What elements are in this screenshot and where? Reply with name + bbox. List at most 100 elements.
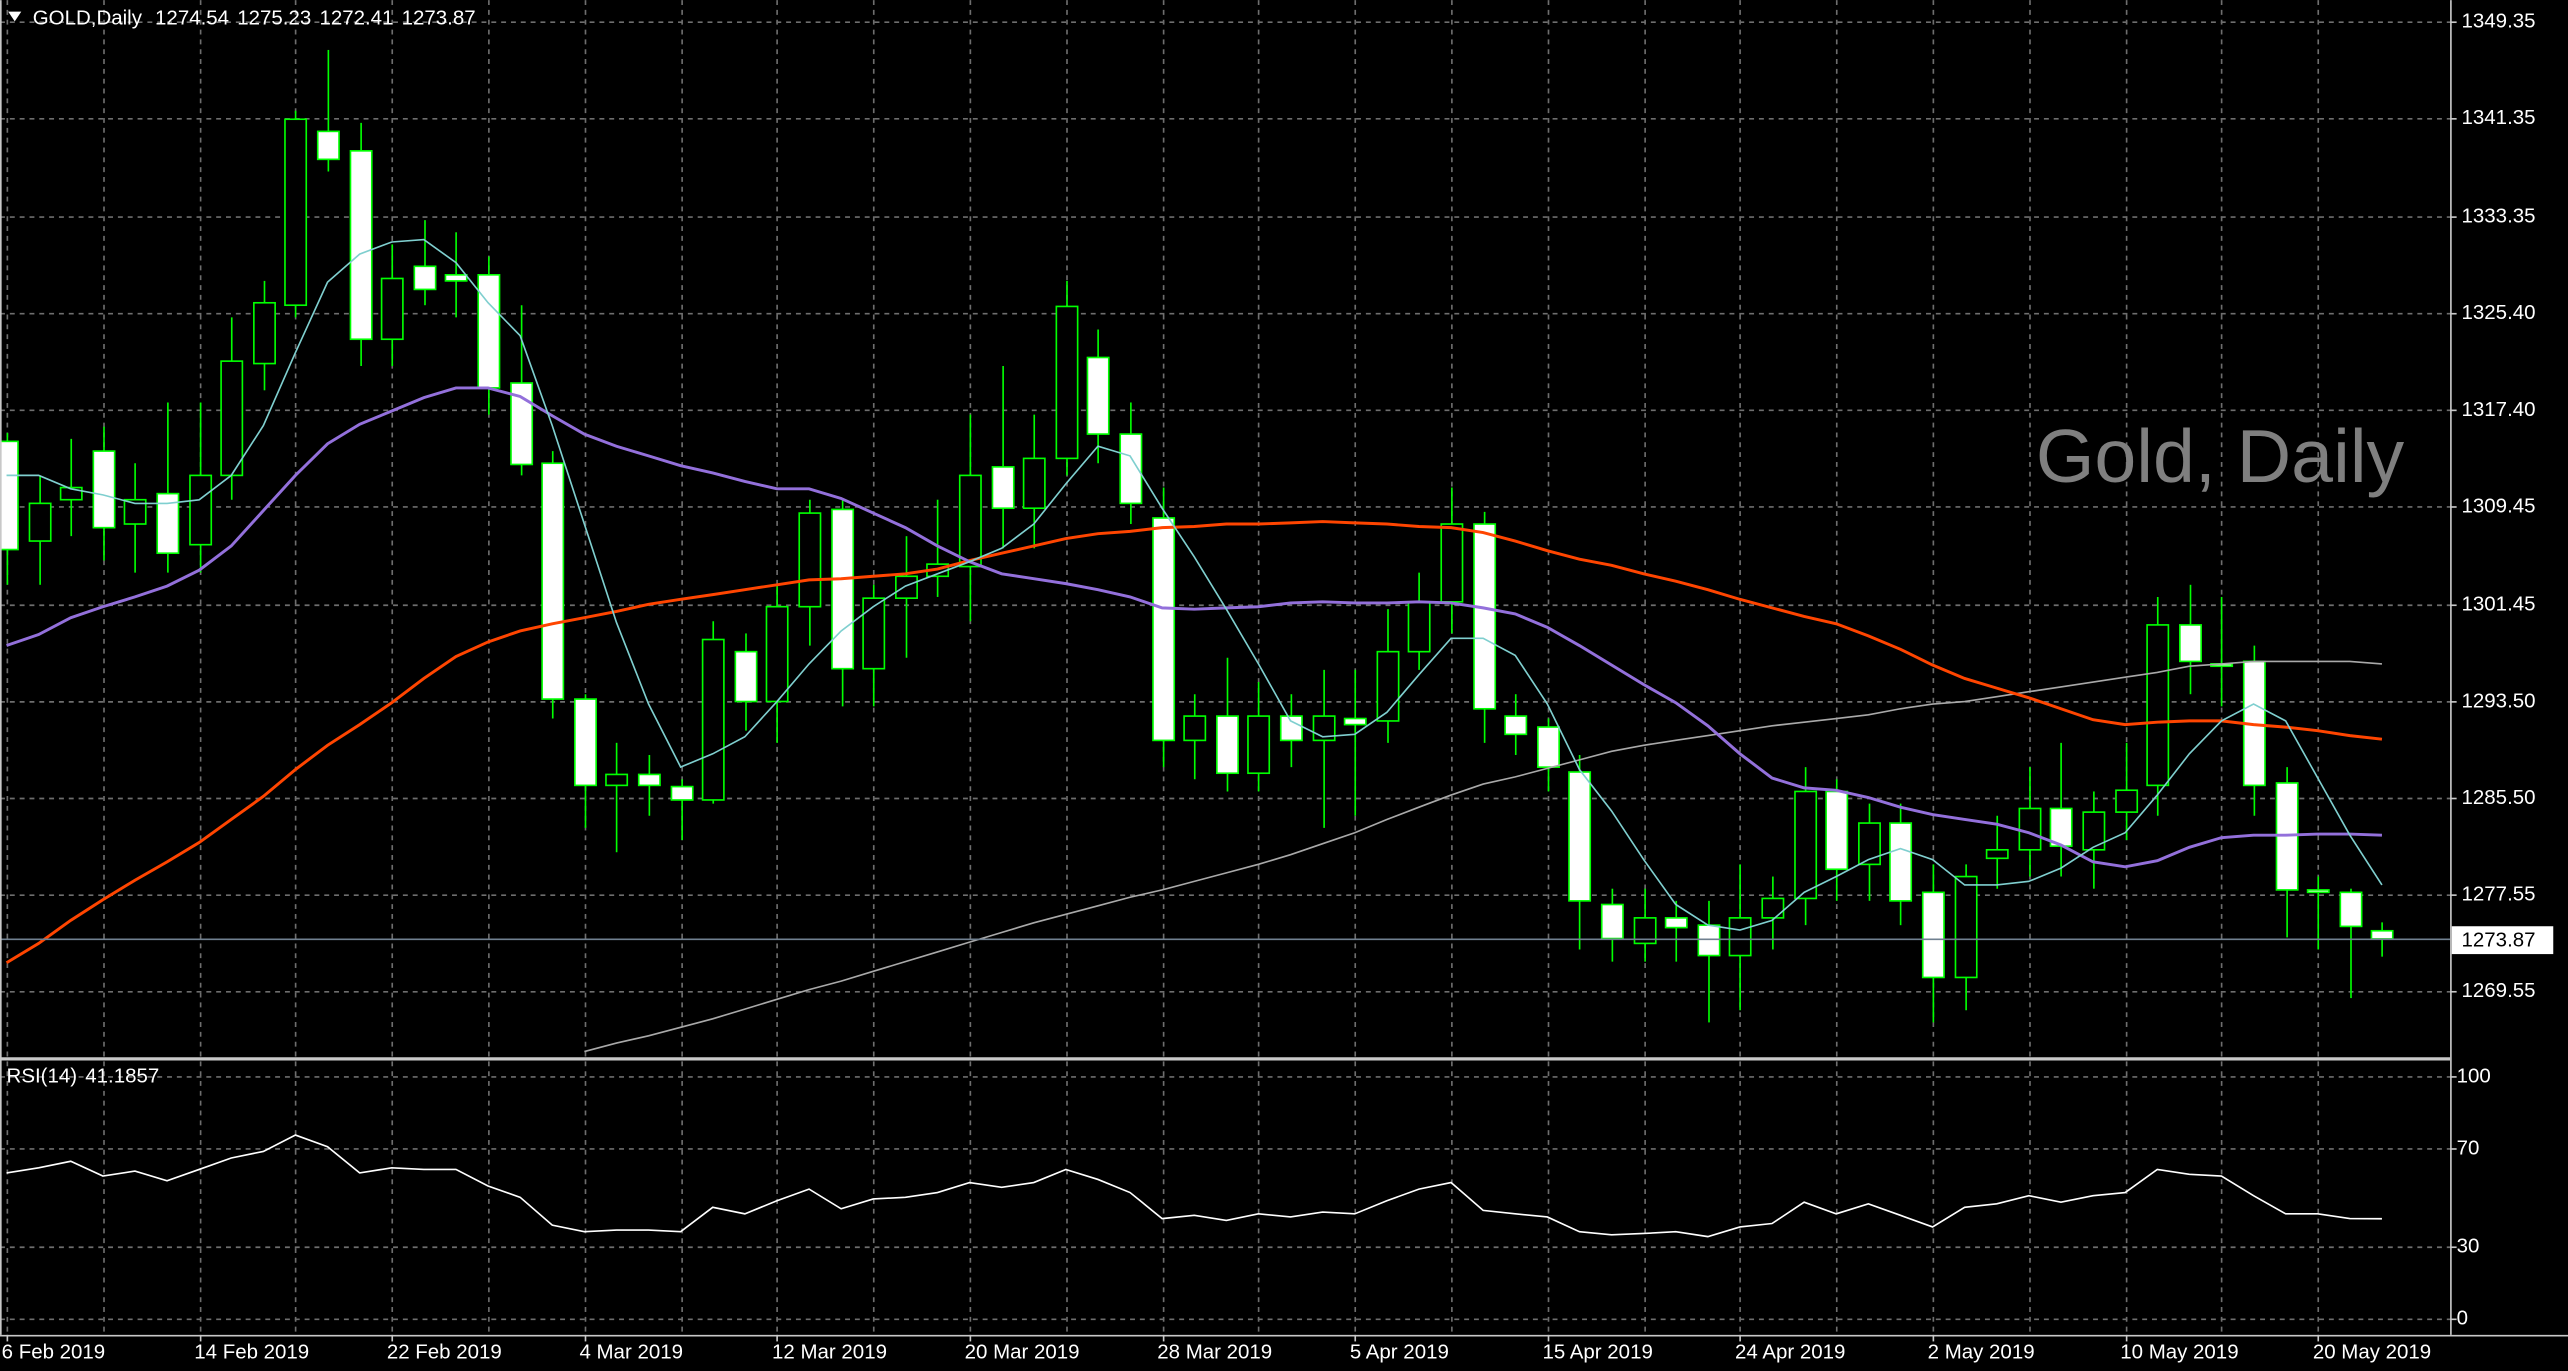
candle-body — [1022, 457, 1046, 510]
candle-body — [1761, 897, 1785, 919]
candle-body — [1633, 917, 1657, 945]
candle-body — [1183, 715, 1207, 742]
x-tick-label: 4 Mar 2019 — [579, 1340, 683, 1363]
candle-body — [605, 773, 629, 787]
indicator-label: RSI(14) — [7, 1065, 78, 1088]
candle-body — [477, 274, 501, 389]
candle-body — [510, 382, 534, 466]
x-tick-label: 20 May 2019 — [2313, 1340, 2431, 1363]
candle-body — [1440, 523, 1464, 603]
indicator-tick-label: 30 — [2457, 1235, 2480, 1258]
y-tick-label: 1317.40 — [2462, 398, 2536, 421]
x-tick-label: 15 Apr 2019 — [1542, 1340, 1652, 1363]
candle-body — [1152, 517, 1176, 742]
candle-body — [701, 638, 725, 801]
candle-body — [156, 492, 180, 555]
candle-body — [2018, 807, 2042, 851]
candle-body — [253, 301, 276, 365]
candle-body — [2339, 891, 2363, 928]
candle-body — [1343, 717, 1367, 726]
candle-body — [862, 597, 886, 670]
indicator-tick-label: 100 — [2457, 1064, 2491, 1087]
candle-body — [28, 502, 52, 542]
header-high: 1275.23 — [237, 7, 311, 30]
candle-body — [2115, 789, 2139, 813]
candle-body — [1985, 848, 2009, 860]
candle-body — [1954, 875, 1978, 979]
candle-body — [1407, 601, 1431, 653]
candle-body — [123, 498, 147, 525]
indicator-header: RSI(14) 41.1857 — [7, 1065, 160, 1088]
y-tick-label: 1301.45 — [2462, 593, 2536, 616]
candle-body — [2082, 811, 2106, 851]
candle-body — [541, 462, 565, 700]
header-low: 1272.41 — [319, 7, 393, 30]
symbol: GOLD,Daily — [33, 7, 143, 30]
x-tick-label: 6 Feb 2019 — [2, 1340, 106, 1363]
moving-average — [5, 520, 2383, 965]
x-tick-label: 5 Apr 2019 — [1350, 1340, 1449, 1363]
y-tick-label: 1269.55 — [2462, 979, 2536, 1002]
moving-average — [584, 660, 2383, 1053]
indicator-line — [6, 1134, 2382, 1238]
candle-body — [1664, 917, 1688, 929]
candle-body — [798, 512, 822, 608]
y-tick-label: 1293.50 — [2462, 689, 2536, 712]
candle-body — [1889, 822, 1913, 902]
header-close: 1273.87 — [402, 7, 476, 30]
candle-body — [1119, 433, 1143, 505]
candle-body — [2179, 624, 2202, 663]
candle-body — [670, 785, 694, 801]
candle-body — [1697, 924, 1721, 957]
candle-body — [1825, 790, 1849, 871]
candle-body — [92, 450, 116, 529]
candle-body — [413, 265, 437, 291]
price-label-box — [2451, 926, 2554, 955]
candle-body — [1279, 715, 1303, 742]
candle-body — [189, 474, 213, 546]
y-tick-label: 1277.55 — [2462, 883, 2536, 906]
header: GOLD,Daily 1274.54 1275.23 1272.41 1273.87 — [33, 7, 476, 30]
x-tick-label: 12 Mar 2019 — [772, 1340, 887, 1363]
x-tick-label: 14 Feb 2019 — [194, 1340, 309, 1363]
candle-body — [349, 150, 373, 341]
candle-body — [444, 274, 468, 282]
indicator-tick-label: 0 — [2457, 1307, 2468, 1330]
candle-body — [220, 360, 244, 477]
moving-average — [6, 386, 2383, 869]
indicator-value: 41.1857 — [85, 1065, 159, 1088]
candle-body — [1568, 771, 1592, 902]
candle-body — [991, 466, 1015, 510]
header-icon — [8, 11, 22, 22]
y-tick-label: 1309.45 — [2462, 494, 2536, 517]
candle-body — [1055, 305, 1079, 460]
candle-body — [831, 508, 855, 670]
candle-body — [574, 698, 597, 787]
x-tick-label: 10 May 2019 — [2120, 1340, 2238, 1363]
candle-body — [316, 130, 340, 161]
y-tick-label: 1341.35 — [2462, 106, 2536, 129]
x-tick-label: 24 Apr 2019 — [1735, 1340, 1845, 1363]
candle-body — [380, 277, 404, 341]
candle-body — [637, 773, 661, 787]
candle-body — [1921, 891, 1945, 979]
candle-body — [1216, 715, 1239, 775]
candle-body — [1794, 790, 1818, 900]
header-open: 1274.54 — [155, 7, 229, 30]
x-tick-label: 20 Mar 2019 — [965, 1340, 1080, 1363]
candle-body — [895, 575, 918, 599]
candle-body — [2146, 624, 2170, 787]
y-tick-label: 1349.35 — [2462, 10, 2536, 33]
price-label: 1273.87 — [2462, 928, 2536, 951]
watermark: Gold, Daily — [2036, 414, 2405, 498]
candle-body — [1600, 903, 1624, 940]
candle-body — [1858, 822, 1881, 866]
candle-body — [1728, 917, 1752, 957]
x-tick-label: 22 Feb 2019 — [387, 1340, 502, 1363]
candle-body — [2370, 929, 2394, 940]
candle-body — [958, 474, 982, 568]
candle-body — [1473, 523, 1497, 710]
